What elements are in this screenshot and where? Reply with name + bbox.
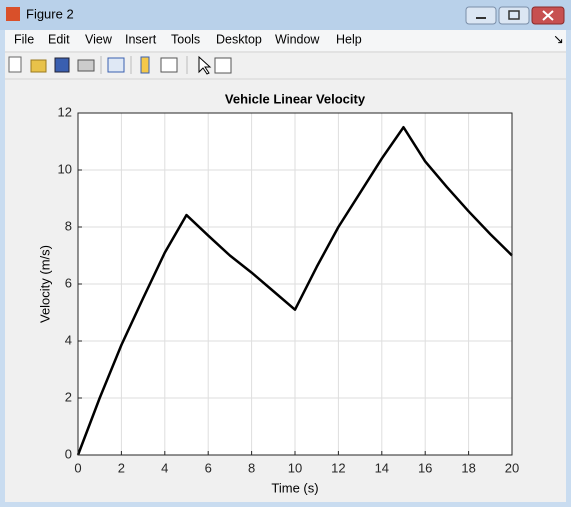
data-line xyxy=(76,126,513,456)
legend-icon[interactable] xyxy=(160,57,178,73)
menu-arrow: ↘ xyxy=(553,31,564,46)
x-tick-label: 4 xyxy=(161,460,168,475)
pointer-icon[interactable] xyxy=(198,55,212,75)
menu-items: File Edit View Insert Tools Desktop Window Help xyxy=(14,32,362,46)
link-icon[interactable] xyxy=(107,57,125,73)
open-icon[interactable] xyxy=(30,59,47,73)
menu-item[interactable]: File xyxy=(14,32,34,46)
menu-item[interactable]: Desktop xyxy=(216,32,262,46)
x-axis-label: Time (s) xyxy=(271,480,318,495)
menu-item[interactable]: Tools xyxy=(171,32,200,46)
menu-item[interactable]: Window xyxy=(275,32,320,46)
x-tick-label: 14 xyxy=(375,460,389,475)
x-tick-label: 18 xyxy=(461,460,475,475)
window-title: Figure 2 xyxy=(26,6,74,21)
x-tick-label: 10 xyxy=(288,460,302,475)
y-tick-label: 8 xyxy=(65,218,72,233)
maximize-button[interactable] xyxy=(498,6,530,25)
menu-bar xyxy=(5,30,566,51)
y-tick-label: 2 xyxy=(65,389,72,404)
x-tick-label: 12 xyxy=(331,460,345,475)
y-tick-label: 10 xyxy=(58,161,72,176)
x-tick-label: 2 xyxy=(118,460,125,475)
y-tick-label: 0 xyxy=(65,446,72,461)
new-icon[interactable] xyxy=(8,56,22,73)
x-tick-label: 6 xyxy=(205,460,212,475)
property-icon[interactable] xyxy=(214,57,232,74)
app-icon xyxy=(6,7,20,21)
minimize-glyph xyxy=(476,17,486,19)
save-icon[interactable] xyxy=(54,57,70,73)
x-tick-label: 16 xyxy=(418,460,432,475)
minimize-button[interactable] xyxy=(465,6,497,25)
x-tick-label: 20 xyxy=(505,460,519,475)
y-axis-label: Velocity (m/s) xyxy=(37,245,52,323)
menu-item[interactable]: Edit xyxy=(48,32,70,46)
colorbar-icon[interactable] xyxy=(140,56,150,74)
y-tick-label: 12 xyxy=(58,104,72,119)
axes-box xyxy=(77,112,513,456)
close-glyph xyxy=(542,10,554,21)
menu-item[interactable]: Insert xyxy=(125,32,157,46)
chart-title: Vehicle Linear Velocity xyxy=(225,91,366,106)
x-tick-label: 0 xyxy=(74,460,81,475)
maximize-glyph xyxy=(508,10,520,20)
x-tick-label: 8 xyxy=(248,460,255,475)
print-icon[interactable] xyxy=(77,59,95,72)
toolbar xyxy=(8,55,232,75)
menu-item[interactable]: Help xyxy=(336,32,362,46)
y-tick-label: 6 xyxy=(65,275,72,290)
y-tick-label: 4 xyxy=(65,332,72,347)
menu-item[interactable]: View xyxy=(85,32,113,46)
